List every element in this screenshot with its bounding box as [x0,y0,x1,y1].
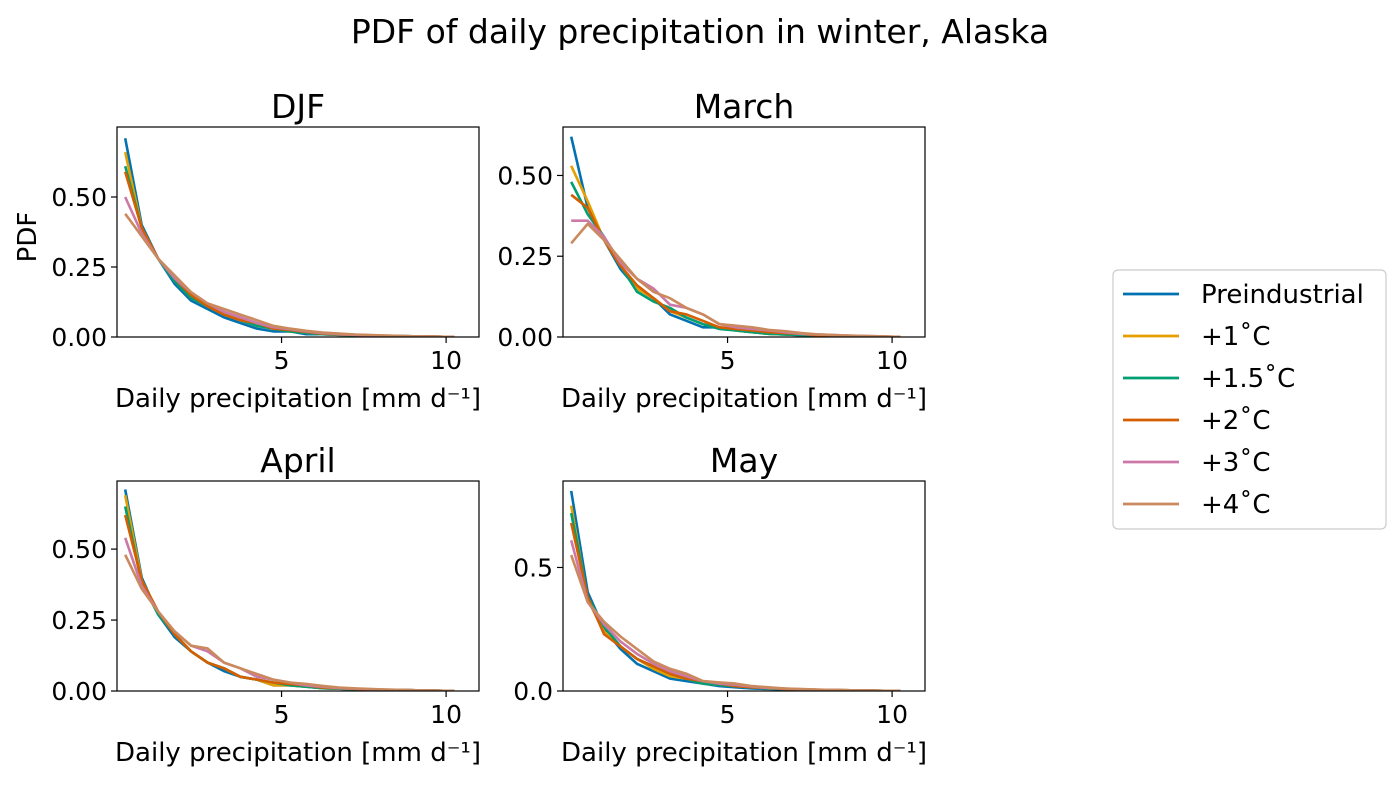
y-tick-label: 0.50 [497,161,553,190]
series-line [123,489,455,691]
axes-frame [562,480,926,692]
series-line [569,522,901,691]
y-tick-label: 0.25 [51,253,107,282]
subplot-djf: 5 10 0.00 0.25 0.50 DJF Daily precipitation [m… [13,87,481,414]
x-axis-label: Daily precipitation [mm d⁻¹] [561,738,927,768]
series-line [570,193,901,337]
series-line [123,506,455,691]
series-line [569,490,901,691]
legend-label: +4˚C [1201,490,1270,520]
series-line [570,222,901,337]
y-tick-label: 0.00 [51,677,107,706]
legend: Preindustrial +1˚C +1.5˚C +2˚C +3˚C +4˚C [1112,269,1387,530]
axes-frame [116,126,480,338]
series-line [569,554,901,691]
series-line [123,514,455,691]
series-lines [569,490,901,691]
y-tick-label: 0.5 [513,553,553,582]
series-line [123,494,455,691]
series-line [569,512,901,691]
subplot-title: May [710,441,778,480]
subplot-april: 5 10 0.00 0.25 0.50 April Daily precipitation … [51,441,481,768]
axes-frame [116,480,480,692]
figure-title: PDF of daily precipitation in winter, Al… [351,12,1049,51]
y-tick-label: 0.0 [513,677,553,706]
legend-label: +1˚C [1201,322,1270,352]
series-line [571,219,901,337]
series-lines [123,137,455,337]
y-tick-label: 0.50 [51,183,107,212]
series-line [569,539,901,691]
legend-label: +2˚C [1201,406,1270,436]
y-tick-label: 0.50 [51,535,107,564]
y-tick-label: 0.00 [497,323,553,352]
x-tick-label: 5 [274,346,290,375]
series-line [123,137,455,337]
y-tick-label: 0.25 [497,242,553,271]
series-lines [123,489,455,691]
subplots: 5 10 0.00 0.25 0.50 DJF Daily precipitation [m… [13,87,927,768]
series-line [124,196,455,337]
subplot-title: March [694,87,795,126]
x-tick-label: 5 [720,700,736,729]
series-line [569,505,901,691]
x-axis-label: Daily precipitation [mm d⁻¹] [561,384,927,414]
x-tick-label: 5 [274,700,290,729]
legend-label: +1.5˚C [1201,364,1295,394]
x-axis-label: Daily precipitation [mm d⁻¹] [115,384,481,414]
series-line [123,151,455,337]
series-line [124,554,455,691]
subplot-march: 5 10 0.00 0.25 0.50 March Daily precipitation … [497,87,927,414]
series-lines [569,136,901,337]
series-line [569,136,901,337]
y-axis-label: PDF [13,212,43,263]
subplot-title: April [260,441,335,480]
y-tick-label: 0.00 [51,323,107,352]
series-line [123,171,455,337]
legend-frame [1112,269,1387,530]
legend-label: +3˚C [1201,448,1270,478]
x-tick-label: 10 [430,346,462,375]
x-tick-label: 5 [720,346,736,375]
x-tick-label: 10 [430,700,462,729]
legend-label: Preindustrial [1201,280,1364,310]
x-tick-label: 10 [876,346,908,375]
series-line [570,165,901,337]
subplot-title: DJF [271,87,325,126]
series-line [123,537,455,691]
x-tick-label: 10 [876,700,908,729]
series-line [124,213,455,337]
x-axis-label: Daily precipitation [mm d⁻¹] [115,738,481,768]
subplot-may: 5 10 0.0 0.5 May Daily precipitation [mm d⁻¹] [513,441,927,768]
y-tick-label: 0.25 [51,606,107,635]
series-line [123,165,455,337]
axes-frame [562,126,926,338]
